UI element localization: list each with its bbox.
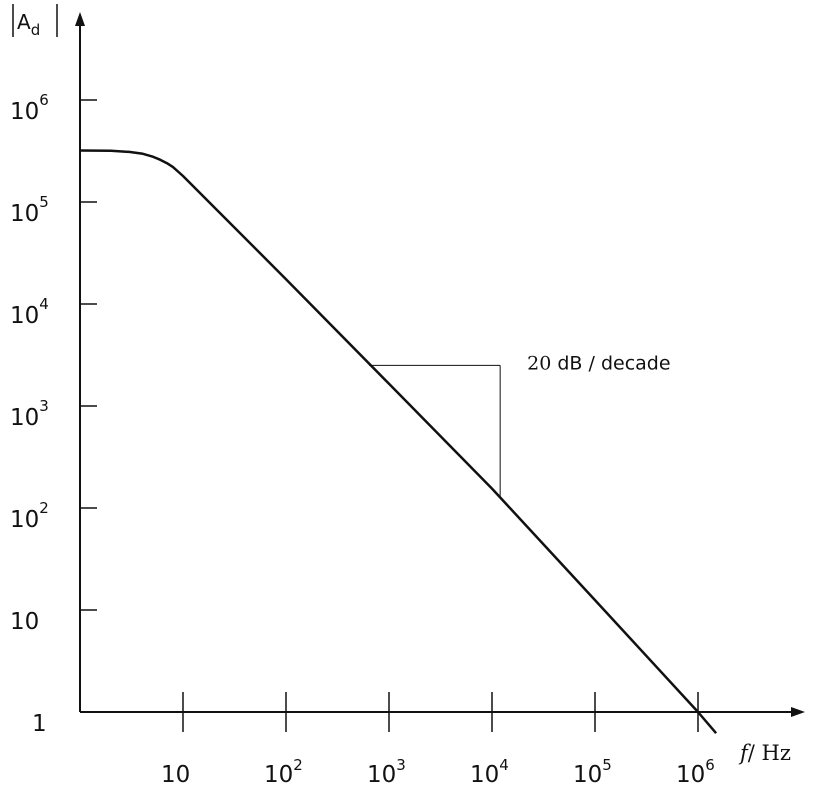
x-axis-title-var: f — [738, 741, 751, 765]
svg-text:Ad: Ad — [17, 10, 40, 39]
x-tick-label: 104 — [470, 756, 509, 788]
x-tick-label-exp: 6 — [705, 756, 715, 774]
slope-annotation-label: 20 dB / decade — [527, 352, 670, 374]
x-axis-arrow — [791, 707, 805, 717]
x-tick-label-exp: 5 — [602, 756, 612, 774]
y-tick-label-base: 10 — [10, 405, 39, 431]
x-tick-label: 102 — [264, 756, 303, 788]
x-axis-title-unit: / Hz — [748, 741, 791, 765]
y-tick-label-exp: 4 — [39, 295, 49, 313]
y-tick-label: 102 — [10, 499, 49, 533]
y-axis-title-sub: d — [31, 21, 41, 39]
x-tick-label: 105 — [573, 756, 612, 788]
x-tick-label-base: 10 — [573, 762, 602, 788]
y-tick-label-exp: 5 — [39, 193, 49, 211]
y-axis-title: Ad — [12, 4, 58, 39]
y-tick-label: 103 — [10, 397, 49, 431]
x-tick-label: 103 — [367, 756, 406, 788]
y-tick-label-exp: 2 — [39, 499, 49, 517]
x-tick-label: 106 — [676, 756, 715, 788]
y-tick-label: 105 — [10, 193, 49, 227]
x-axis-title: f/ Hz — [738, 741, 791, 765]
y-tick-label-base: 10 — [10, 99, 39, 125]
y-tick-label-exp: 6 — [39, 91, 49, 109]
y-axis-arrow — [75, 12, 85, 26]
y-tick-label: 1 — [32, 711, 47, 737]
x-tick-label-base: 10 — [367, 762, 396, 788]
y-tick-label-base: 10 — [10, 507, 39, 533]
y-tick-label-base: 10 — [10, 201, 39, 227]
gain-curve — [79, 149, 718, 735]
y-tick-label: 106 — [10, 91, 49, 125]
y-tick-label-base: 10 — [10, 303, 39, 329]
x-tick-label-exp: 2 — [293, 756, 303, 774]
y-tick-label-exp: 3 — [39, 397, 49, 415]
x-tick-label-exp: 3 — [396, 756, 406, 774]
y-axis-title-main: A — [17, 10, 31, 34]
y-tick-label-base: 1 — [32, 711, 47, 737]
x-tick-label-base: 10 — [161, 762, 190, 788]
x-tick-label-base: 10 — [676, 762, 705, 788]
slope-annotation-text: dB / decade — [551, 352, 670, 374]
x-tick-label-base: 10 — [470, 762, 499, 788]
y-tick-label: 10 — [10, 609, 39, 635]
y-tick-label-base: 10 — [10, 609, 39, 635]
slope-annotation-num: 20 — [527, 352, 551, 374]
x-tick-label: 10 — [161, 762, 190, 788]
x-tick-label-base: 10 — [264, 762, 293, 788]
y-tick-label: 104 — [10, 295, 49, 329]
x-tick-label-exp: 4 — [499, 756, 509, 774]
